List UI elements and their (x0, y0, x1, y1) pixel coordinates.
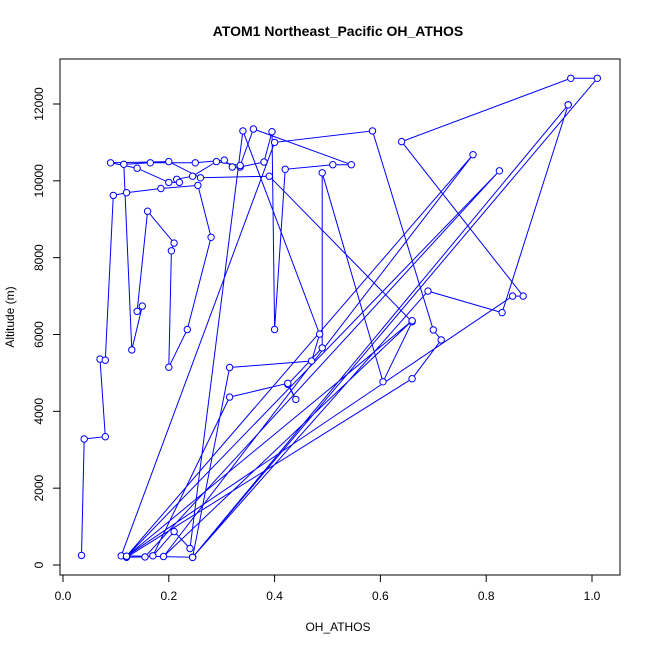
data-point (220, 156, 229, 164)
x-tick-label: 0.6 (372, 589, 389, 603)
data-point (159, 552, 168, 561)
data-point (281, 165, 289, 174)
series-layer (77, 74, 601, 561)
data-point (347, 161, 355, 169)
data-point (183, 325, 192, 334)
data-point (133, 164, 141, 172)
data-point (165, 178, 173, 187)
data-point (508, 292, 517, 300)
y-tick-label: 2000 (32, 474, 46, 501)
data-point (191, 159, 200, 167)
series-line (81, 77, 599, 558)
data-point (186, 544, 194, 553)
data-point (329, 161, 337, 169)
data-point (165, 157, 173, 166)
data-point (149, 552, 157, 560)
data-point (498, 308, 506, 317)
data-point (212, 157, 221, 166)
data-point (225, 363, 234, 372)
data-point (80, 435, 88, 443)
data-point (141, 553, 149, 561)
data-point (284, 379, 292, 387)
x-tick-label: 0.0 (55, 589, 72, 603)
data-point (260, 158, 268, 166)
data-point (236, 161, 244, 170)
data-point (408, 317, 416, 325)
data-point (567, 74, 575, 83)
data-point (109, 191, 118, 200)
x-tick-label: 0.2 (160, 589, 177, 603)
data-point (120, 160, 128, 169)
data-point (519, 292, 527, 300)
y-tick-label: 12000 (32, 87, 46, 121)
y-tick-label: 4000 (32, 398, 46, 425)
data-point (307, 357, 316, 365)
data-point (379, 378, 387, 386)
data-point (167, 247, 176, 255)
data-point (157, 184, 165, 193)
data-point (429, 326, 437, 334)
data-point (207, 233, 215, 242)
data-point (408, 375, 416, 383)
data-point (225, 393, 234, 401)
data-point (593, 74, 601, 83)
y-tick-label: 6000 (32, 321, 46, 348)
y-axis-label: Altitude (m) (3, 286, 17, 347)
data-point (194, 181, 202, 190)
data-point (318, 169, 326, 177)
x-tick-label: 0.8 (478, 589, 495, 603)
data-point (368, 127, 377, 135)
data-point (265, 172, 273, 180)
data-point (495, 167, 504, 175)
y-axis: 0 2000 4000 6000 8000 10000 12000 (32, 87, 61, 568)
data-point (188, 553, 197, 561)
data-point (122, 189, 131, 197)
x-tick-label: 1.0 (584, 589, 601, 603)
data-point (146, 159, 155, 167)
data-point (143, 207, 152, 215)
data-point (228, 163, 237, 171)
x-tick-label: 0.4 (266, 589, 283, 603)
y-tick-label: 0 (32, 561, 46, 568)
x-axis-label: OH_ATHOS (305, 620, 370, 634)
data-point (249, 125, 258, 133)
data-point (138, 302, 147, 310)
plot-frame (59, 58, 621, 576)
data-point (437, 336, 445, 344)
chart-title: ATOM1 Northeast_Pacific OH_ATHOS (213, 23, 464, 39)
data-point (469, 151, 477, 159)
data-point (106, 159, 115, 167)
data-point (101, 356, 110, 364)
y-tick-label: 8000 (32, 244, 46, 271)
data-point (128, 346, 136, 354)
data-point (101, 433, 110, 441)
data-point (165, 363, 173, 371)
data-point (564, 101, 572, 109)
data-point (292, 395, 300, 404)
data-point (170, 239, 178, 247)
data-point (239, 127, 247, 135)
data-point (318, 344, 326, 352)
data-point (188, 172, 197, 180)
data-point (122, 552, 131, 560)
x-axis: 0.0 0.2 0.4 0.6 0.8 1.0 (55, 574, 601, 603)
data-point (397, 137, 406, 146)
data-point (133, 307, 141, 316)
data-point (196, 174, 205, 182)
data-point (315, 330, 324, 338)
data-point (268, 128, 276, 136)
data-point (270, 138, 279, 147)
y-tick-label: 10000 (32, 164, 46, 198)
data-point (175, 178, 184, 187)
data-point (77, 551, 86, 560)
data-point (424, 287, 432, 295)
data-point (170, 527, 178, 536)
data-point (270, 325, 279, 334)
